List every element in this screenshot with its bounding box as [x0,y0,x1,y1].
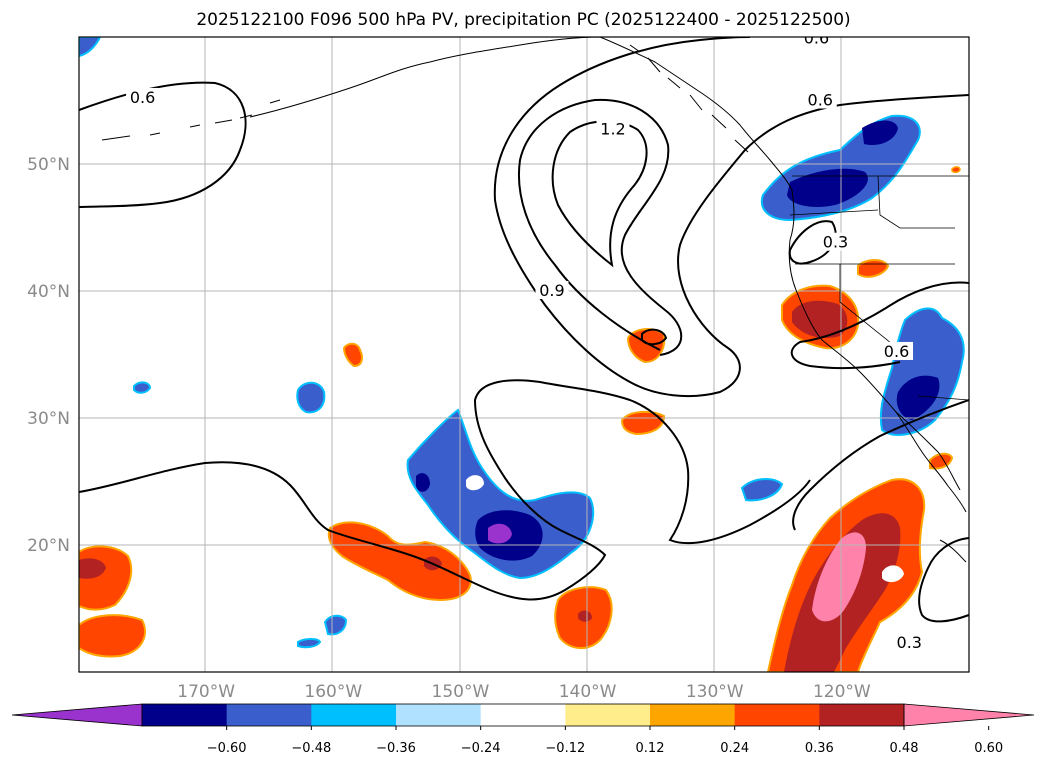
colorbar-tick-label: 0.48 [890,741,919,756]
strong-negative-core-northwest [787,168,868,207]
negative-area-small-1 [296,381,326,414]
colorbar-bin [650,704,736,726]
colorbar-tick-label: 0.36 [805,741,834,756]
contour-0.3-southeast-coast [918,537,969,623]
contour-0.6-southeast [792,399,969,531]
contour-label: 0.6 [130,88,155,107]
longitude-label: 170°W [177,682,235,702]
contour-label: 0.6 [884,342,909,361]
strongest-positive-core-southwest [812,532,866,622]
strong-negative-core-california [896,375,940,420]
nevada-border [839,264,913,361]
colorbar-tick-label: −0.48 [291,741,331,756]
longitude-label: 130°W [686,682,744,702]
idaho-border [877,175,955,229]
white-hole [466,475,484,491]
contour-label: 1.2 [600,120,625,139]
colorbar-bin [142,704,228,726]
positive-area-hole [882,565,904,583]
colorbar-bin [311,704,397,726]
extreme-negative-core [488,523,512,544]
positive-area-small-5 [951,166,961,174]
contour-label: 0.6 [808,91,833,110]
contour-1.2-small [641,328,668,346]
colorbar-bin [734,704,820,726]
negative-area-small-4 [323,614,348,636]
latitude-label: 40°N [27,282,70,302]
contour-label-bg [819,232,852,251]
mexico-coast [939,539,967,563]
positive-area-west-2 [79,614,147,658]
longitude-label: 150°W [432,682,490,702]
negative-area-small-3 [740,478,784,502]
contour-0.6-northwest [79,81,247,208]
latitude-labels: 20°N 30°N 40°N 50°N [27,155,70,556]
contour-label-bg [126,87,160,106]
colorbar-tick-label: −0.24 [461,741,501,756]
positive-area-small-3 [342,342,363,368]
contour-0.6-east [790,281,969,370]
chart-title: 2025122100 F096 500 hPa PV, precipitatio… [196,10,851,30]
contour-label-bg [880,341,914,360]
contour-label: 0.9 [539,281,564,300]
colorbar-bin [480,704,566,726]
positive-core-west-1 [79,558,106,579]
latitude-label: 30°N [27,409,70,429]
contour-label-bg [535,281,569,299]
colorbar-bin [226,704,312,726]
negative-area-small-2 [133,381,152,394]
contour-label-bg [799,37,833,47]
longitude-label: 120°W [813,682,871,702]
positive-area-small-2 [620,410,666,436]
negative-area-central-pacific [406,408,595,580]
positive-core-south-central [578,610,592,622]
negative-area-blob-pnw-north [862,120,898,146]
mexico-border [917,395,969,401]
graticule [79,37,969,672]
colorbar-tick-label: −0.36 [376,741,416,756]
longitude-label: 140°W [559,682,617,702]
colorbar-tick-label: 0.24 [720,741,749,756]
bc-islands [629,44,749,153]
colorbar-bin [396,704,482,726]
colorbar-tick-label: 0.12 [636,741,665,756]
contour-label-bg [892,632,926,651]
colorbar-bin [565,704,651,726]
colorbar-extension-high [903,703,1035,727]
washington-oregon-border [789,209,879,216]
colorbar: −0.60 −0.48 −0.36 −0.24 −0.12 0.12 0.24 0.36 0.4… [11,703,1035,756]
contour-label: 0.3 [823,233,848,252]
colorbar-tick-label: −0.12 [545,741,585,756]
negative-area-small-5 [297,638,322,649]
colorbar-extension-low [11,703,143,727]
latitude-label: 20°N [27,536,70,556]
contour-0.3-central-pacific [79,379,811,601]
map-content: 0.6 1.2 0.9 0.3 0.6 0.6 0.6 0.3 [79,28,969,672]
contour-0.9 [518,98,683,356]
contour-labels: 0.6 1.2 0.9 0.3 0.6 0.6 0.6 0.3 [126,28,926,652]
contour-label: 0.6 [804,28,829,47]
pv-contours [79,37,969,623]
contour-label-bg [803,90,837,109]
alaska-coast [249,37,793,191]
longitude-label: 160°W [304,682,362,702]
political-borders [789,175,969,401]
colorbar-bin [819,704,905,726]
map-frame [78,36,970,673]
contour-label-bg [596,119,630,138]
colorbar-tick-label: 0.60 [974,741,1003,756]
aleutian-islands [101,99,281,141]
colorbar-outline [141,703,905,727]
contour-0.6-main-ridge [493,37,969,398]
colorbar-tick-label: −0.60 [207,741,247,756]
longitude-labels: 170°W 160°W 150°W 140°W 130°W 120°W [177,682,871,702]
positive-core-california-north [792,300,848,339]
contour-label: 0.3 [897,633,922,652]
negative-core-small-west [416,473,430,492]
latitude-label: 50°N [27,155,70,175]
negative-anomaly-areas [79,37,965,649]
